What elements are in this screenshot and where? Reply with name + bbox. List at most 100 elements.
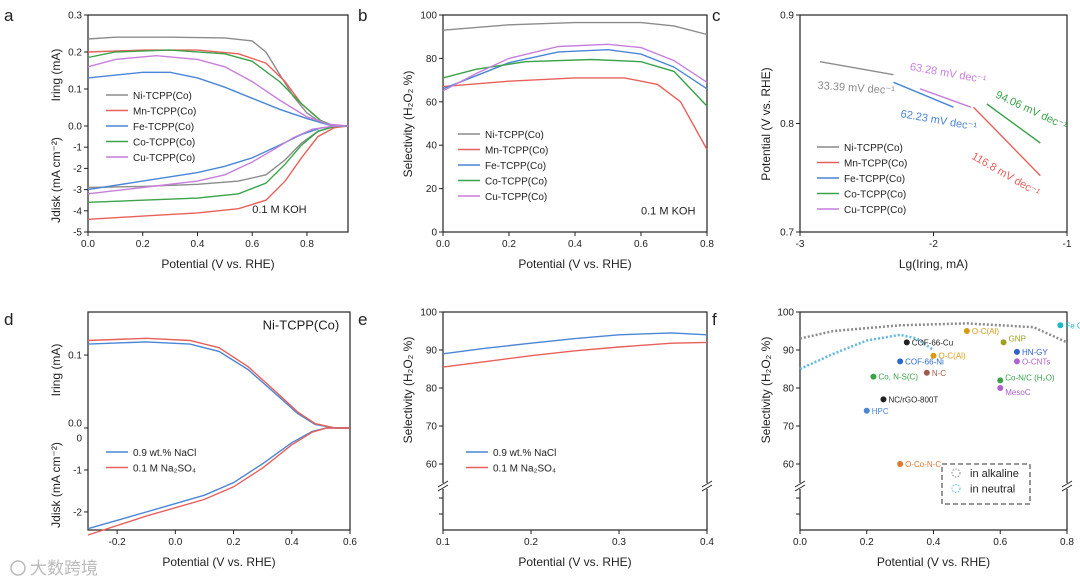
scatter-point [1013, 348, 1020, 355]
scatter-point [1057, 322, 1064, 329]
y-tick-label: 0 [431, 228, 437, 239]
legend: 0.9 wt.% NaCl 0.1 M Na₂SO₄ [466, 448, 556, 475]
y-tick-label: -3 [73, 185, 82, 196]
y-tick-label: 100 [420, 308, 437, 319]
y-tick-label: 60 [426, 460, 438, 471]
x-tick-label: 0.8 [300, 239, 314, 250]
y-tick-label: 70 [426, 422, 438, 433]
series-line-0-1-m-na-so- [87, 337, 350, 429]
x-tick-label: 0.2 [136, 239, 150, 250]
legend-label: Cu-TCPP(Co) [133, 153, 195, 164]
legend-label: Co-TCPP(Co) [844, 190, 906, 201]
panel-letter: d [4, 310, 13, 329]
legend-marker [951, 468, 961, 478]
legend-label: 0.1 M Na₂SO₄ [493, 464, 556, 475]
y-tick-label: -4 [73, 206, 82, 217]
scatter-point [1013, 358, 1020, 365]
y-tick-label: 60 [426, 97, 438, 108]
panel-c: c -3 -2 -1 Lg(Iring, mA) 0.7 0.8 0.9 Potential (… [712, 6, 1072, 271]
legend-label: Fe-TCPP(Co) [485, 161, 546, 172]
x-tick-label: 0.4 [700, 537, 714, 548]
y-axis-label: Selectivity (H₂O₂ %) [401, 337, 415, 444]
scatter-point-label: O-C(Al) [939, 352, 966, 361]
series-line-ni-tcpp-co- [819, 61, 894, 76]
axis-break-mark [701, 484, 713, 492]
legend-label: Fe-TCPP(Co) [133, 122, 194, 133]
legend-label: in neutral [970, 484, 1015, 496]
scatter-point [1000, 339, 1007, 346]
y-tick-label: 80 [426, 54, 438, 65]
axis-break-mark [1061, 484, 1073, 492]
y-tick-label: 20 [426, 184, 438, 195]
x-tick-label: 0.2 [860, 537, 874, 548]
y-axis-label: Potential (V vs. RHE) [759, 67, 773, 180]
y-tick-label: 100 [420, 11, 437, 22]
legend-label: Ni-TCPP(Co) [133, 91, 192, 102]
annotation: Ni-TCPP(Co) [263, 318, 340, 333]
series-line-0-1-m-na-so- [442, 341, 708, 368]
x-tick-label: 0.0 [793, 537, 807, 548]
series-line-in-alkaline [799, 322, 1068, 344]
legend-label: Co-TCPP(Co) [133, 138, 195, 149]
series-line-ni-tcpp-co- [442, 21, 708, 36]
x-tick-label: 0.4 [568, 239, 582, 250]
y-tick-label: 0.1 [68, 85, 82, 96]
scatter-point [903, 339, 910, 346]
x-tick-label: 0.6 [245, 239, 259, 250]
panel-f: f 0.0 0.2 0.4 0.6 0.8 Potential (V vs. RHE) 60 7… [712, 308, 1080, 570]
legend-label: Mn-TCPP(Co) [133, 107, 196, 118]
annotation: 62.23 mV dec⁻¹ [900, 108, 979, 133]
x-tick-label: 0.6 [634, 239, 648, 250]
legend: Ni-TCPP(Co) Mn-TCPP(Co) Fe-TCPP(Co) Co-TCPP… [106, 91, 196, 164]
legend: Ni-TCPP(Co) Mn-TCPP(Co) Fe-TCPP(Co) Co-TCPP… [817, 143, 907, 216]
y-tick-label: 0.0 [68, 419, 82, 430]
y-tick-label: -5 [73, 228, 82, 239]
series-line-cu-tcpp-co- [87, 54, 349, 127]
x-tick-label: 0.0 [81, 239, 95, 250]
legend: in alkaline in neutral [941, 463, 1031, 505]
panel-letter: a [4, 6, 14, 25]
axis-break-mark [701, 480, 713, 488]
legend-label: in alkaline [970, 468, 1019, 480]
watermark-logo: 大数跨境 [10, 559, 98, 578]
plot-frame [87, 311, 351, 531]
scatter-point-label: NC/rGO-800T [888, 395, 938, 404]
series-line-mn-tcpp-co- [442, 77, 708, 150]
scatter-point [997, 377, 1004, 384]
y-tick-label: 0.9 [780, 11, 794, 22]
watermark-icon [10, 560, 26, 576]
y-tick-label: 0.0 [68, 122, 82, 133]
x-tick-label: -1 [1063, 239, 1072, 250]
y-tick-label: 0.8 [780, 119, 794, 130]
scatter-point-label: O-Co-N-C [905, 460, 941, 469]
x-tick-label: -3 [796, 239, 805, 250]
x-tick-label: 0.2 [227, 537, 241, 548]
panel-d: d -0.2 0.0 0.2 0.4 0.6 Potential (V vs. RHE) 0.… [4, 310, 357, 569]
series-line-cu-tcpp-co- [919, 88, 972, 108]
series-line-co-tcpp-co- [986, 103, 1041, 144]
axis-break-mark [437, 484, 449, 492]
x-tick-label: 0.4 [191, 239, 205, 250]
legend-label: Fe-TCPP(Co) [844, 174, 905, 185]
legend-label: Ni-TCPP(Co) [485, 130, 544, 141]
y-tick-label: -2 [73, 164, 82, 175]
annotation: 0.1 M KOH [641, 206, 695, 218]
scatter-point [863, 407, 870, 414]
y-tick-label: 90 [426, 346, 438, 357]
panel-e: e 0.1 0.2 0.3 0.4 Potential (V vs. RHE) 60 70 80… [358, 308, 714, 570]
panel-letter: b [358, 6, 367, 25]
x-tick-label: -2 [929, 239, 938, 250]
x-tick-label: 0.2 [524, 537, 538, 548]
panel-letter: c [712, 6, 721, 25]
scatter-point-label: HN-GY [1022, 348, 1048, 357]
x-tick-label: 0.4 [285, 537, 299, 548]
y-tick-label: 90 [783, 346, 795, 357]
legend-label: Ni-TCPP(Co) [844, 143, 903, 154]
scatter-point-label: O-C(Al) [972, 327, 999, 336]
annotation: 94.06 mV dec⁻¹ [994, 89, 1069, 133]
x-axis-label: Potential (V vs. RHE) [518, 555, 631, 569]
axis-break-mark [437, 480, 449, 488]
y-tick-label: -1 [73, 143, 82, 154]
axis-break-mark [1061, 480, 1073, 488]
